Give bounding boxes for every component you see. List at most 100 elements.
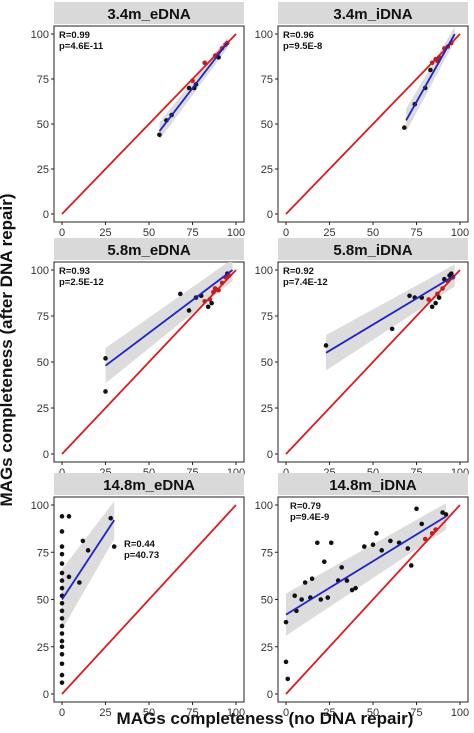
panel-14.8m_eDNA: 14.8m_eDNA R=0.44p=40.73 0 25 50 75 100 0 25 50 75… — [31, 473, 245, 719]
stat-label: R=0.92 — [283, 266, 314, 277]
data-point-27 — [414, 506, 419, 512]
stat-label: p=9.4E-9 — [290, 512, 329, 523]
x-tick-label: 0 — [59, 227, 65, 239]
data-point-4 — [190, 78, 195, 84]
y-tick-label: 75 — [261, 74, 273, 86]
plot-content — [285, 264, 461, 455]
data-point-1 — [103, 389, 108, 394]
y-tick-label: 50 — [37, 357, 49, 369]
panel-3.4m_iDNA: 3.4m_iDNA R=0.96p=9.5E-8 0 25 50 75 100 0 25 50 75… — [255, 2, 469, 239]
y-tick-label: 100 — [255, 29, 273, 41]
x-tick-label: 75 — [186, 227, 198, 239]
data-point-11 — [321, 559, 327, 564]
data-point-19 — [362, 544, 367, 549]
data-point-3 — [292, 593, 298, 599]
panels: 3.4m_eDNA R=0.99p=4.6E-11 0 25 50 75 100 0 25 50 7… — [31, 2, 469, 719]
data-point-0 — [323, 343, 329, 348]
x-tick-label: 50 — [367, 707, 379, 719]
x-tick-label: 75 — [410, 227, 422, 239]
plot-content — [285, 26, 461, 215]
y-tick-label: 25 — [37, 164, 49, 176]
data-point-20 — [66, 514, 72, 519]
data-point-3 — [186, 308, 192, 313]
y-tick-label: 75 — [37, 547, 49, 559]
identity-line — [61, 504, 237, 695]
stat-label: p=7.4E-12 — [283, 277, 328, 288]
data-point-8 — [309, 576, 315, 582]
stat-label: R=0.96 — [283, 30, 314, 41]
stat-label: p=2.5E-12 — [59, 277, 104, 288]
panel-strip — [278, 2, 468, 24]
y-tick-label: 75 — [261, 311, 273, 323]
data-point-31 — [433, 527, 438, 532]
data-point-21 — [374, 531, 379, 536]
y-tick-label: 25 — [37, 642, 49, 654]
y-tick-label: 0 — [43, 209, 49, 221]
data-point-9 — [315, 540, 320, 546]
x-tick-label: 50 — [367, 227, 379, 239]
data-point-0 — [283, 659, 289, 665]
data-point-2 — [59, 544, 65, 549]
data-point-24 — [85, 548, 91, 553]
data-point-1 — [283, 619, 289, 625]
y-tick-label: 25 — [261, 642, 273, 654]
panel-strip — [54, 238, 244, 260]
data-point-16 — [59, 652, 65, 657]
data-point-1 — [59, 529, 65, 534]
plot-content — [61, 262, 237, 455]
plot-content — [283, 503, 461, 695]
confidence-band — [286, 503, 447, 636]
y-tick-label: 0 — [267, 209, 273, 221]
x-tick-label: 25 — [99, 707, 111, 719]
identity-line — [61, 33, 237, 215]
data-point-12 — [59, 623, 65, 629]
panel-strip — [278, 238, 468, 260]
x-tick-label: 25 — [323, 707, 335, 719]
data-point-13 — [219, 280, 225, 286]
data-point-2 — [407, 293, 412, 299]
regression-line — [158, 42, 229, 132]
y-tick-label: 50 — [261, 595, 273, 607]
data-point-4 — [429, 60, 435, 66]
data-point-15 — [59, 644, 65, 650]
data-point-14 — [59, 638, 65, 644]
data-point-9 — [209, 300, 214, 306]
y-tick-label: 25 — [261, 164, 273, 176]
y-tick-label: 50 — [37, 119, 49, 131]
y-tick-label: 0 — [267, 449, 273, 461]
y-tick-label: 25 — [37, 403, 49, 415]
panel-14.8m_iDNA: 14.8m_iDNA R=0.79p=9.4E-9 0 25 50 75 100 0 25 50 7… — [255, 473, 469, 719]
data-point-5 — [299, 597, 304, 602]
x-tick-label: 100 — [227, 707, 245, 719]
y-tick-label: 75 — [37, 311, 49, 323]
regression-line — [61, 519, 115, 600]
y-tick-label: 100 — [31, 265, 49, 277]
data-point-15 — [339, 565, 344, 570]
data-point-10 — [59, 608, 65, 614]
stat-label: R=0.99 — [59, 30, 90, 41]
panel-5.8m_iDNA: 5.8m_iDNAR=0.92p=7.4E-120255075100025507… — [255, 238, 469, 479]
data-point-3 — [59, 551, 65, 557]
data-point-21 — [66, 574, 72, 580]
data-point-11 — [212, 286, 218, 291]
data-point-6 — [59, 578, 65, 583]
data-point-25 — [405, 546, 411, 551]
data-point-32 — [440, 510, 445, 515]
data-point-28 — [419, 521, 425, 527]
stat-label: R=0.93 — [59, 266, 90, 277]
panel-strip — [54, 2, 244, 24]
data-point-10 — [318, 597, 324, 602]
stat-label: p=9.5E-8 — [283, 41, 322, 52]
data-point-6 — [429, 304, 435, 310]
data-point-5 — [59, 570, 65, 576]
stat-label: R=0.44 — [124, 539, 156, 550]
data-point-0 — [157, 132, 162, 138]
x-tick-label: 0 — [283, 227, 289, 239]
data-point-10 — [211, 289, 216, 295]
data-point-17 — [349, 587, 355, 593]
panel-5.8m_eDNA: 5.8m_eDNAR=0.93p=2.5E-120255075100025507… — [31, 238, 245, 479]
data-point-16 — [344, 578, 350, 583]
data-point-13 — [328, 540, 334, 546]
data-point-7 — [202, 60, 207, 66]
